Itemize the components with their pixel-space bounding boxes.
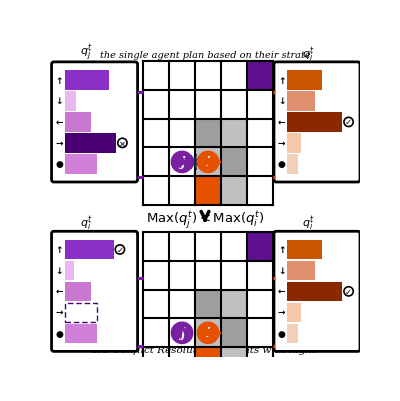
- Text: ↑: ↑: [278, 245, 286, 254]
- Bar: [143, 233, 273, 376]
- Bar: [221, 148, 247, 177]
- Text: $\mathrm{Max}(q_j^t)<\mathrm{Max}(q_i^t)$: $\mathrm{Max}(q_j^t)<\mathrm{Max}(q_i^t)…: [146, 209, 264, 231]
- Bar: [65, 240, 114, 259]
- Bar: [195, 119, 221, 148]
- Bar: [221, 119, 247, 148]
- Text: $q_i^t$: $q_i^t$: [302, 45, 315, 63]
- Circle shape: [197, 322, 219, 344]
- Text: ✓: ✓: [345, 118, 352, 127]
- FancyBboxPatch shape: [52, 232, 138, 352]
- FancyBboxPatch shape: [52, 63, 138, 182]
- Bar: [287, 134, 301, 153]
- Text: ●: ●: [55, 329, 63, 338]
- Text: j: j: [180, 326, 184, 340]
- Text: ✕: ✕: [119, 139, 126, 148]
- Bar: [65, 261, 74, 280]
- Text: ↓: ↓: [56, 97, 63, 106]
- Text: j: j: [180, 156, 184, 169]
- Text: ↓: ↓: [56, 266, 63, 275]
- Bar: [195, 290, 221, 319]
- FancyBboxPatch shape: [274, 232, 360, 352]
- Bar: [287, 303, 301, 322]
- Text: ●: ●: [278, 329, 286, 338]
- Text: ↑: ↑: [278, 76, 286, 85]
- Bar: [247, 233, 273, 261]
- Text: ←: ←: [278, 118, 286, 127]
- Text: ●: ●: [278, 160, 286, 169]
- Bar: [287, 155, 298, 174]
- FancyBboxPatch shape: [274, 63, 360, 182]
- Text: ↓: ↓: [278, 266, 286, 275]
- Bar: [65, 92, 76, 111]
- Text: i: i: [206, 326, 210, 340]
- Text: ↑: ↑: [56, 76, 63, 85]
- Text: →: →: [278, 139, 286, 148]
- Text: $q_i^t$: $q_i^t$: [80, 214, 93, 233]
- Bar: [195, 148, 221, 177]
- Text: $q_j^t$: $q_j^t$: [80, 43, 93, 63]
- Text: ←: ←: [56, 118, 63, 127]
- Bar: [221, 319, 247, 347]
- Text: i: i: [206, 156, 210, 169]
- Bar: [195, 347, 221, 376]
- Bar: [65, 155, 97, 174]
- Text: ←: ←: [278, 287, 286, 296]
- Bar: [143, 62, 273, 206]
- Bar: [195, 177, 221, 206]
- Bar: [287, 92, 315, 111]
- Bar: [247, 62, 273, 91]
- Text: →: →: [278, 308, 286, 317]
- Text: ↓: ↓: [278, 97, 286, 106]
- Text: ↑: ↑: [56, 245, 63, 254]
- Bar: [65, 324, 97, 343]
- Bar: [287, 113, 342, 132]
- Text: →: →: [56, 139, 63, 148]
- Bar: [287, 282, 342, 301]
- Circle shape: [197, 152, 219, 173]
- Bar: [287, 324, 298, 343]
- Text: $q_i^t$: $q_i^t$: [302, 214, 315, 233]
- Bar: [65, 113, 91, 132]
- Bar: [65, 71, 109, 91]
- Bar: [287, 240, 322, 259]
- Circle shape: [171, 322, 193, 344]
- Text: ←: ←: [56, 287, 63, 296]
- Bar: [65, 134, 116, 153]
- Circle shape: [171, 152, 193, 173]
- Text: the single agent plan based on their strate: the single agent plan based on their str…: [100, 51, 310, 60]
- Text: ✓: ✓: [116, 245, 123, 254]
- Bar: [221, 347, 247, 376]
- Bar: [195, 319, 221, 347]
- Bar: [221, 290, 247, 319]
- Text: ●: ●: [55, 160, 63, 169]
- Text: ✓: ✓: [345, 287, 352, 296]
- Bar: [287, 71, 322, 91]
- Bar: [287, 261, 315, 280]
- Text: →: →: [56, 308, 63, 317]
- Bar: [221, 177, 247, 206]
- Bar: [65, 303, 97, 322]
- Bar: [65, 282, 91, 301]
- Text: zed Conflict Resolution.  Agents with highe: zed Conflict Resolution. Agents with hig…: [92, 345, 318, 354]
